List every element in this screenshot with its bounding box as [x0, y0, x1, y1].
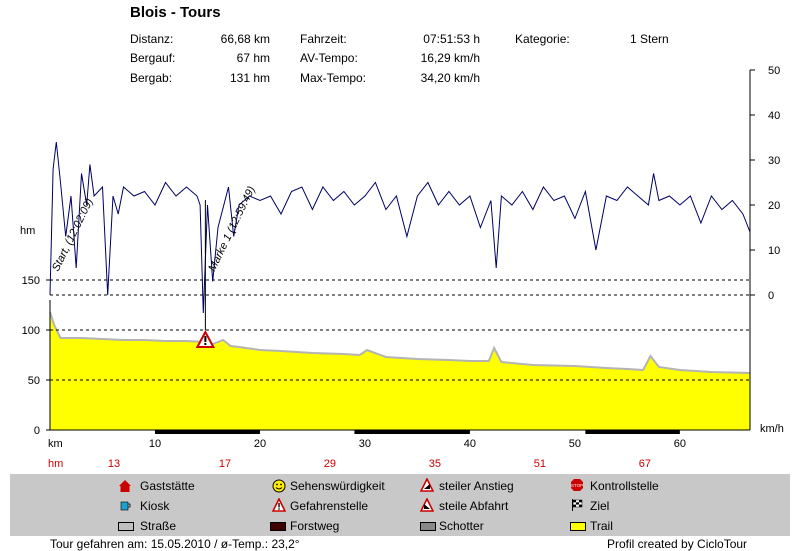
annotation-start: Start, (12:02:09) — [50, 196, 96, 273]
x-tick-label-40: 40 — [464, 438, 476, 450]
legend-label-gaststaette: Gaststätte — [140, 479, 195, 493]
elevation-speed-chart: 0 50 100 150 hm 0 10 20 30 40 50 km/h km 10 20 30 40 50 60… — [20, 65, 784, 470]
steep-down-icon — [420, 498, 434, 512]
right-tick-label-10: 10 — [768, 245, 780, 257]
x-tick-label-30: 30 — [359, 438, 371, 450]
stat-value-bergauf: 67 hm — [236, 51, 270, 65]
surface-segment-2 — [585, 430, 680, 434]
stat-value-distanz: 66,68 km — [220, 32, 270, 46]
left-tick-label-100: 100 — [22, 325, 40, 337]
x-tick-label-10: 10 — [149, 438, 161, 450]
surface-segment-1 — [354, 430, 470, 434]
x-tick-label-50: 50 — [569, 438, 581, 450]
surface-swatch-schotter — [420, 522, 436, 531]
legend-label-schotter: Schotter — [439, 519, 484, 533]
legend-label-strasse: Straße — [140, 519, 177, 533]
x-axis-unit: km — [48, 438, 63, 450]
hm-row-value-4: 51 — [534, 458, 546, 470]
right-tick-label-20: 20 — [768, 200, 780, 212]
stat-label-fahrzeit: Fahrzeit: — [300, 32, 347, 46]
legend-label-kiosk: Kiosk — [140, 499, 170, 513]
footer-tour-info: Tour gefahren am: 15.05.2010 / ø-Temp.: … — [50, 537, 300, 551]
legend-label-steiler-anstieg: steiler Anstieg — [439, 479, 514, 493]
annotation-marke-1: Marke 1 (12:59:49) — [206, 184, 258, 273]
stat-label-bergab: Bergab: — [130, 71, 173, 85]
elevation-outline — [49, 311, 751, 374]
smiley-icon — [272, 479, 286, 493]
stat-label-distanz: Distanz: — [130, 32, 174, 46]
hm-row-label: hm — [48, 458, 63, 470]
legend-label-forstweg: Forstweg — [290, 519, 340, 533]
right-tick-label-50: 50 — [768, 65, 780, 77]
stat-value-max-tempo: 34,20 km/h — [420, 71, 480, 85]
hm-row-value-3: 35 — [429, 458, 441, 470]
stat-label-bergauf: Bergauf: — [130, 51, 176, 65]
legend-label-steile-abfahrt: steile Abfahrt — [439, 499, 509, 513]
left-tick-label-0: 0 — [34, 425, 40, 437]
stat-label-kategorie: Kategorie: — [515, 32, 570, 46]
stat-label-max-tempo: Max-Tempo: — [300, 71, 367, 85]
x-tick-label-20: 20 — [254, 438, 266, 450]
surface-swatch-trail — [570, 522, 586, 531]
hm-row-value-1: 17 — [219, 458, 231, 470]
right-tick-label-30: 30 — [768, 155, 780, 167]
danger-warning-icon-bar — [204, 336, 207, 342]
surface-swatch-forstweg — [270, 522, 286, 531]
stat-label-av-tempo: AV-Tempo: — [300, 51, 358, 65]
surface-segment-0 — [154, 430, 260, 434]
hm-row-value-2: 29 — [324, 458, 336, 470]
footer-credit: Profil created by CicloTour — [607, 537, 748, 551]
legend-label-gefahrenstelle: Gefahrenstelle — [290, 499, 369, 513]
legend-label-kontrollstelle: Kontrollstelle — [590, 479, 659, 493]
stat-value-kategorie: 1 Stern — [630, 32, 669, 46]
page-title: Blois - Tours — [130, 4, 221, 21]
legend-label-sehenswuerdigkeit: Sehenswürdigkeit — [290, 479, 385, 493]
svg-text:STOP: STOP — [571, 483, 583, 488]
hm-row-value-0: 13 — [108, 458, 120, 470]
speed-line — [49, 141, 751, 314]
cup-icon — [120, 501, 131, 511]
left-tick-label-50: 50 — [28, 375, 40, 387]
hm-row-value-5: 67 — [639, 458, 651, 470]
right-tick-label-40: 40 — [768, 110, 780, 122]
surface-swatch-strasse — [118, 522, 134, 531]
stat-value-av-tempo: 16,29 km/h — [420, 51, 480, 65]
right-axis-unit: km/h — [760, 423, 784, 435]
legend-label-ziel: Ziel — [590, 499, 610, 513]
x-tick-label-60: 60 — [674, 438, 686, 450]
checkered-flag-icon — [572, 499, 583, 511]
right-tick-label-0: 0 — [768, 290, 774, 302]
stat-value-fahrzeit: 07:51:53 h — [423, 32, 480, 46]
danger-warning-icon-dot — [204, 343, 207, 345]
legend-panel: Gaststätte Sehenswürdigkeit steiler Anst… — [10, 474, 790, 536]
stat-value-bergab: 131 hm — [229, 71, 270, 85]
danger-icon — [272, 498, 286, 512]
gasthaus-icon — [119, 480, 131, 492]
stop-icon: STOP — [571, 479, 583, 491]
left-tick-label-150: 150 — [22, 275, 40, 287]
legend-label-trail: Trail — [590, 519, 613, 533]
steep-up-icon — [420, 478, 434, 492]
left-axis-unit: hm — [20, 225, 35, 237]
